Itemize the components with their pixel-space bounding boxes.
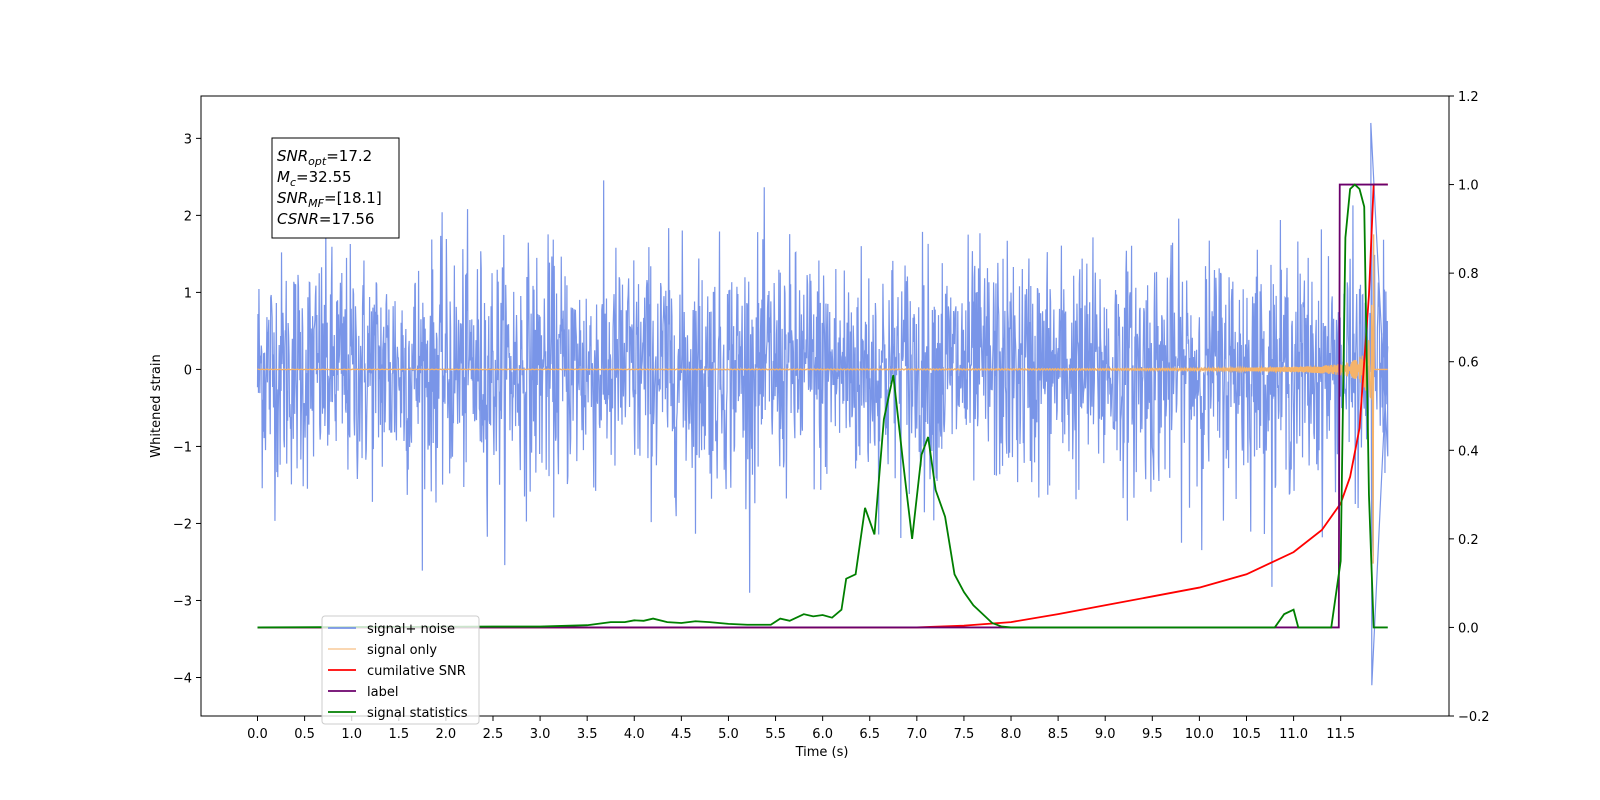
legend-label: signal only: [367, 643, 437, 658]
x-tick-label: 6.0: [812, 727, 833, 742]
x-tick-label: 9.0: [1095, 727, 1116, 742]
series-cumulative-snr: [257, 183, 1388, 629]
y-left-tick-label: 1: [184, 286, 192, 301]
y-left-tick-label: 0: [184, 363, 192, 378]
x-tick-label: 2.0: [436, 727, 457, 742]
y-right-tick-label: 0.8: [1458, 267, 1479, 282]
x-tick-label: 7.5: [954, 727, 975, 742]
x-tick-label: 1.0: [341, 727, 362, 742]
plot-frame: [200, 95, 1450, 717]
x-tick-label: 11.5: [1326, 727, 1355, 742]
y-left-tick-label: −4: [173, 671, 192, 686]
x-axis-label: Time (s): [795, 745, 849, 760]
legend-label: label: [367, 685, 398, 700]
x-tick-label: 4.0: [624, 727, 645, 742]
y-right-tick-label: 0.2: [1458, 533, 1479, 548]
stats-line: CSNR=17.56: [277, 210, 374, 228]
stats-annotation: SNRopt=17.2Mc=32.55SNRMF=[18.1]CSNR=17.5…: [271, 137, 400, 239]
x-tick-label: 5.5: [765, 727, 786, 742]
y-left-tick-label: −2: [173, 517, 192, 532]
y-right-tick-label: −0.2: [1458, 710, 1490, 725]
x-tick-label: 11.0: [1279, 727, 1308, 742]
y-right-tick-label: 1.2: [1458, 90, 1479, 105]
x-tick-label: 0.0: [247, 727, 268, 742]
x-tick-label: 8.5: [1048, 727, 1069, 742]
legend-label: cumilative SNR: [367, 664, 466, 679]
y-right-tick-label: 0.0: [1458, 621, 1479, 636]
x-tick-label: 8.0: [1001, 727, 1022, 742]
x-tick-label: 3.0: [530, 727, 551, 742]
series-signal-statistics: [257, 183, 1388, 629]
y-left-tick-label: −3: [173, 594, 192, 609]
x-tick-label: 10.0: [1185, 727, 1214, 742]
stats-line: Mc=32.55: [277, 168, 352, 189]
x-tick-label: 3.5: [577, 727, 598, 742]
x-tick-label: 6.5: [859, 727, 880, 742]
stats-line: SNRopt=17.2: [277, 147, 372, 168]
y-axis-label: Whitened strain: [149, 354, 164, 457]
x-tick-label: 10.5: [1232, 727, 1261, 742]
stats-line: SNRMF=[18.1]: [277, 189, 382, 210]
stats-annotation-box: [271, 137, 400, 239]
x-tick-label: 5.0: [718, 727, 739, 742]
x-tick-label: 0.5: [294, 727, 315, 742]
legend-label: signal statistics: [367, 706, 468, 721]
legend-box: [321, 615, 480, 725]
x-tick-label: 2.5: [483, 727, 504, 742]
x-tick-label: 1.5: [388, 727, 409, 742]
y-left-tick-label: −1: [173, 440, 192, 455]
series-signal-noise: [256, 122, 1389, 686]
y-right-tick-label: 0.4: [1458, 444, 1479, 459]
x-tick-label: 7.0: [906, 727, 927, 742]
series-signal-only: [257, 234, 1388, 564]
legend: signal+ noise signal only cumilative SNR la…: [321, 615, 480, 725]
legend-label: signal+ noise: [367, 622, 455, 637]
y-right-tick-label: 1.0: [1458, 179, 1479, 194]
y-left-tick-label: 2: [184, 209, 192, 224]
y-left-tick-label: 3: [184, 132, 192, 147]
y-right-tick-label: 0.6: [1458, 356, 1479, 371]
x-tick-label: 9.5: [1142, 727, 1163, 742]
x-tick-label: 4.5: [671, 727, 692, 742]
